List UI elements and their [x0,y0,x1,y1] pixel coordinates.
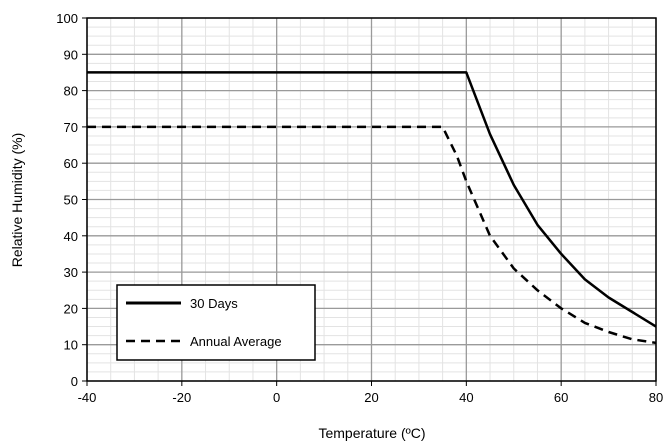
y-axis-ticks: 0 10 20 30 40 50 60 70 80 90 100 [56,11,87,389]
legend-label-30-days: 30 Days [190,296,238,311]
x-tick-label: 0 [273,390,280,405]
series-line-30-days [87,71,657,328]
y-axis-title: Relative Humidity (%) [9,133,25,268]
y-tick-label: 70 [64,120,78,135]
y-tick-label: 100 [56,11,78,26]
x-tick-label: 40 [459,390,473,405]
x-tick-label: 60 [554,390,568,405]
x-tick-label: -20 [172,390,191,405]
y-tick-label: 90 [64,47,78,62]
y-tick-label: 30 [64,265,78,280]
x-tick-label: 80 [649,390,663,405]
legend-box [116,284,316,361]
x-axis-ticks: -40 -20 0 20 40 60 80 [78,381,663,405]
y-tick-label: 60 [64,156,78,171]
y-tick-label: 0 [71,374,78,389]
y-tick-label: 10 [64,338,78,353]
y-tick-label: 20 [64,301,78,316]
y-tick-label: 40 [64,229,78,244]
x-tick-label: -40 [78,390,97,405]
x-axis-title: Temperature (ºC) [318,425,425,441]
series-layer [87,71,657,345]
legend-label-annual-average: Annual Average [190,334,282,349]
y-tick-label: 50 [64,193,78,208]
y-tick-label: 80 [64,84,78,99]
x-tick-label: 20 [364,390,378,405]
series-line-annual-average [87,125,657,345]
legend: 30 Days Annual Average [116,284,316,361]
